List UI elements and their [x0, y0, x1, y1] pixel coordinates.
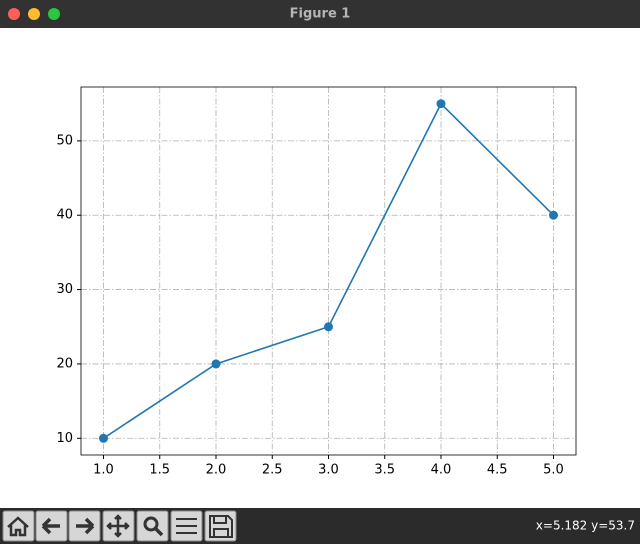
minimize-button[interactable] [28, 8, 40, 20]
close-button[interactable] [8, 8, 20, 20]
zoom-tool-button[interactable] [136, 510, 169, 542]
zoom-button[interactable] [48, 8, 60, 20]
status-text: x=5.182 y=53.7 [536, 519, 635, 533]
toolbar-icons [7, 514, 233, 538]
plot: 1.0 1.5 2.0 2.5 3.0 3.5 4.0 4.5 5.0 10 20 30 40 50 [56, 86, 577, 478]
pan-icon [106, 514, 130, 538]
x-tick-label: 4.5 [487, 463, 508, 478]
x-tick-label: 1.0 [93, 463, 114, 478]
zoom-icon [143, 516, 159, 532]
forward-icon [76, 517, 95, 535]
x-tick-label: 2.0 [206, 463, 227, 478]
x-tick-label: 4.0 [431, 463, 452, 478]
configure-icon [176, 518, 197, 534]
y-tick-label: 40 [56, 208, 73, 223]
marker [436, 99, 446, 109]
title-bar [0, 0, 640, 28]
y-tick-label: 20 [56, 356, 73, 371]
marker [549, 210, 558, 220]
axes-frame [80, 86, 577, 456]
home-icon [7, 516, 29, 537]
marker [211, 359, 221, 369]
marker [99, 433, 108, 443]
marker [324, 322, 333, 332]
y-tick-label: 10 [56, 431, 73, 446]
x-tick-label: 5.0 [543, 463, 564, 478]
figure [0, 28, 640, 508]
x-tick-label: 1.5 [149, 463, 170, 478]
back-icon [41, 517, 60, 535]
y-tick-label: 50 [56, 133, 73, 148]
zoom-icon-handle [153, 526, 164, 537]
window-title: Figure 1 [290, 7, 351, 22]
y-tick-label: 30 [56, 282, 73, 297]
x-tick-label: 2.5 [262, 463, 283, 478]
x-tick-label: 3.0 [318, 463, 339, 478]
save-icon [209, 515, 233, 538]
x-tick-label: 3.5 [374, 463, 395, 478]
